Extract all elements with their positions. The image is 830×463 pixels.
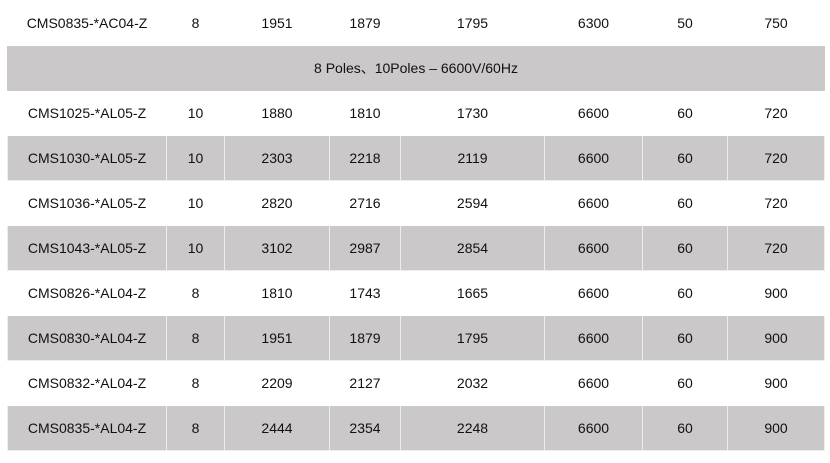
table-row: CMS1036-*AL05-Z 10 2820 2716 2594 6600 60 720: [7, 180, 825, 226]
value-cell: 1879: [329, 315, 401, 361]
table-row: CMS1025-*AL05-Z 10 1880 1810 1730 6600 60 720: [7, 90, 825, 136]
value-cell: 60: [642, 225, 728, 271]
model-cell: CMS1036-*AL05-Z: [7, 180, 167, 226]
value-cell: 2354: [329, 405, 401, 451]
value-cell: 2594: [400, 180, 545, 226]
value-cell: 2987: [329, 225, 401, 271]
value-cell: 2820: [224, 180, 330, 226]
value-cell: 900: [727, 405, 825, 451]
value-cell: 60: [642, 360, 728, 406]
value-cell: 1951: [224, 0, 330, 46]
value-cell: 1795: [400, 0, 545, 46]
value-cell: 900: [727, 315, 825, 361]
value-cell: 2032: [400, 360, 545, 406]
value-cell: 60: [642, 135, 728, 181]
value-cell: 8: [166, 0, 225, 46]
model-cell: CMS1030-*AL05-Z: [7, 135, 167, 181]
value-cell: 60: [642, 315, 728, 361]
table-row: CMS0830-*AL04-Z 8 1951 1879 1795 6600 60 900: [7, 315, 825, 361]
value-cell: 8: [166, 405, 225, 451]
table-row: CMS0826-*AL04-Z 8 1810 1743 1665 6600 60 900: [7, 270, 825, 316]
table-row: CMS1030-*AL05-Z 10 2303 2218 2119 6600 60 720: [7, 135, 825, 181]
value-cell: 50: [642, 0, 728, 46]
value-cell: 1951: [224, 315, 330, 361]
value-cell: 1743: [329, 270, 401, 316]
section-header-row: 8 Poles、10Poles – 6600V/60Hz: [7, 45, 825, 91]
value-cell: 2444: [224, 405, 330, 451]
value-cell: 10: [166, 135, 225, 181]
value-cell: 60: [642, 90, 728, 136]
model-cell: CMS0826-*AL04-Z: [7, 270, 167, 316]
table-row: CMS0835-*AL04-Z 8 2444 2354 2248 6600 60 900: [7, 405, 825, 451]
value-cell: 900: [727, 360, 825, 406]
value-cell: 2248: [400, 405, 545, 451]
model-cell: CMS1043-*AL05-Z: [7, 225, 167, 271]
value-cell: 1810: [224, 270, 330, 316]
section-title: 8 Poles、10Poles – 6600V/60Hz: [7, 45, 825, 91]
value-cell: 2303: [224, 135, 330, 181]
model-cell: CMS1025-*AL05-Z: [7, 90, 167, 136]
value-cell: 2218: [329, 135, 401, 181]
value-cell: 750: [727, 0, 825, 46]
value-cell: 1880: [224, 90, 330, 136]
value-cell: 2119: [400, 135, 545, 181]
value-cell: 720: [727, 90, 825, 136]
value-cell: 10: [166, 180, 225, 226]
table-row: CMS0832-*AL04-Z 8 2209 2127 2032 6600 60 900: [7, 360, 825, 406]
value-cell: 6600: [544, 135, 643, 181]
model-cell: CMS0830-*AL04-Z: [7, 315, 167, 361]
value-cell: 10: [166, 225, 225, 271]
value-cell: 60: [642, 270, 728, 316]
value-cell: 1879: [329, 0, 401, 46]
value-cell: 1730: [400, 90, 545, 136]
value-cell: 6600: [544, 315, 643, 361]
value-cell: 60: [642, 180, 728, 226]
value-cell: 8: [166, 270, 225, 316]
table-row: CMS1043-*AL05-Z 10 3102 2987 2854 6600 60 720: [7, 225, 825, 271]
value-cell: 900: [727, 270, 825, 316]
value-cell: 6600: [544, 180, 643, 226]
model-cell: CMS0832-*AL04-Z: [7, 360, 167, 406]
value-cell: 2854: [400, 225, 545, 271]
table-row: CMS0835-*AC04-Z 8 1951 1879 1795 6300 50 750: [7, 0, 825, 46]
value-cell: 6600: [544, 90, 643, 136]
value-cell: 1795: [400, 315, 545, 361]
value-cell: 6300: [544, 0, 643, 46]
value-cell: 2209: [224, 360, 330, 406]
value-cell: 8: [166, 315, 225, 361]
value-cell: 1810: [329, 90, 401, 136]
value-cell: 10: [166, 90, 225, 136]
value-cell: 6600: [544, 405, 643, 451]
value-cell: 3102: [224, 225, 330, 271]
value-cell: 720: [727, 225, 825, 271]
value-cell: 1665: [400, 270, 545, 316]
value-cell: 6600: [544, 225, 643, 271]
value-cell: 60: [642, 405, 728, 451]
value-cell: 6600: [544, 270, 643, 316]
model-cell: CMS0835-*AC04-Z: [7, 0, 167, 46]
value-cell: 8: [166, 360, 225, 406]
value-cell: 720: [727, 135, 825, 181]
motor-spec-table: CMS0835-*AC04-Z 8 1951 1879 1795 6300 50 750 8 P…: [7, 0, 825, 451]
value-cell: 2127: [329, 360, 401, 406]
value-cell: 6600: [544, 360, 643, 406]
model-cell: CMS0835-*AL04-Z: [7, 405, 167, 451]
value-cell: 2716: [329, 180, 401, 226]
value-cell: 720: [727, 180, 825, 226]
